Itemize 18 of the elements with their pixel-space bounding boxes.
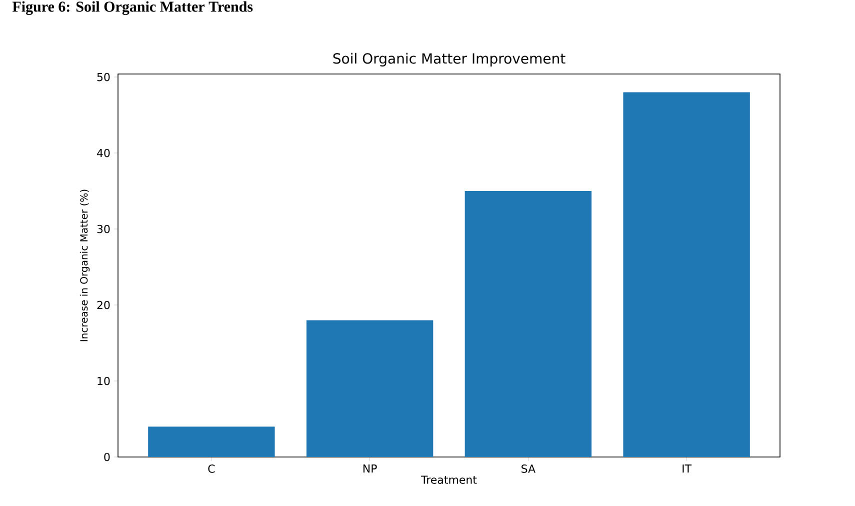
y-axis-title: Increase in Organic Matter (%) bbox=[80, 190, 90, 342]
caption: Figure 6: Soil Organic Matter Trends bbox=[12, 1, 253, 15]
x-tick-label: SA bbox=[522, 464, 536, 473]
y-tick-label: 30 bbox=[97, 224, 110, 234]
x-axis-title: Treatment bbox=[420, 476, 477, 484]
x-tick-label: C bbox=[208, 464, 215, 473]
bar bbox=[148, 426, 275, 457]
y-tick-label: 10 bbox=[98, 376, 110, 386]
chart-title: Soil Organic Matter Improvement bbox=[333, 52, 566, 66]
y-tick-label: 40 bbox=[97, 148, 110, 158]
bar bbox=[623, 92, 750, 457]
bar bbox=[464, 191, 592, 457]
y-tick-label: 20 bbox=[97, 300, 110, 310]
x-tick-label: IT bbox=[682, 464, 692, 473]
y-tick-label: 0 bbox=[104, 452, 110, 462]
y-tick-label: 50 bbox=[97, 72, 110, 82]
x-tick-label: NP bbox=[363, 464, 377, 473]
bar bbox=[306, 320, 434, 457]
